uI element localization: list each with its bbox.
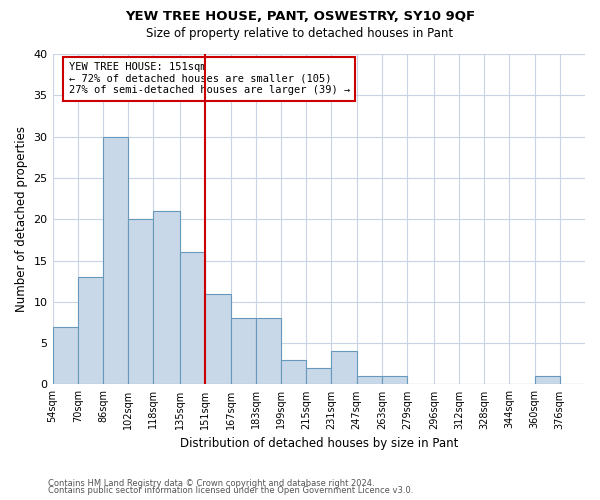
Bar bbox=[306, 368, 331, 384]
X-axis label: Distribution of detached houses by size in Pant: Distribution of detached houses by size … bbox=[179, 437, 458, 450]
Text: Contains public sector information licensed under the Open Government Licence v3: Contains public sector information licen… bbox=[48, 486, 413, 495]
Bar bbox=[356, 376, 382, 384]
Bar bbox=[154, 211, 180, 384]
Text: YEW TREE HOUSE: 151sqm
← 72% of detached houses are smaller (105)
27% of semi-de: YEW TREE HOUSE: 151sqm ← 72% of detached… bbox=[68, 62, 350, 96]
Bar bbox=[53, 326, 78, 384]
Text: Contains HM Land Registry data © Crown copyright and database right 2024.: Contains HM Land Registry data © Crown c… bbox=[48, 478, 374, 488]
Bar bbox=[331, 352, 356, 384]
Bar bbox=[78, 277, 103, 384]
Y-axis label: Number of detached properties: Number of detached properties bbox=[15, 126, 28, 312]
Bar bbox=[382, 376, 407, 384]
Bar bbox=[281, 360, 306, 384]
Text: Size of property relative to detached houses in Pant: Size of property relative to detached ho… bbox=[146, 28, 454, 40]
Bar bbox=[230, 318, 256, 384]
Bar bbox=[256, 318, 281, 384]
Bar bbox=[205, 294, 230, 384]
Bar bbox=[535, 376, 560, 384]
Text: YEW TREE HOUSE, PANT, OSWESTRY, SY10 9QF: YEW TREE HOUSE, PANT, OSWESTRY, SY10 9QF bbox=[125, 10, 475, 23]
Bar bbox=[103, 136, 128, 384]
Bar bbox=[180, 252, 205, 384]
Bar bbox=[128, 219, 154, 384]
